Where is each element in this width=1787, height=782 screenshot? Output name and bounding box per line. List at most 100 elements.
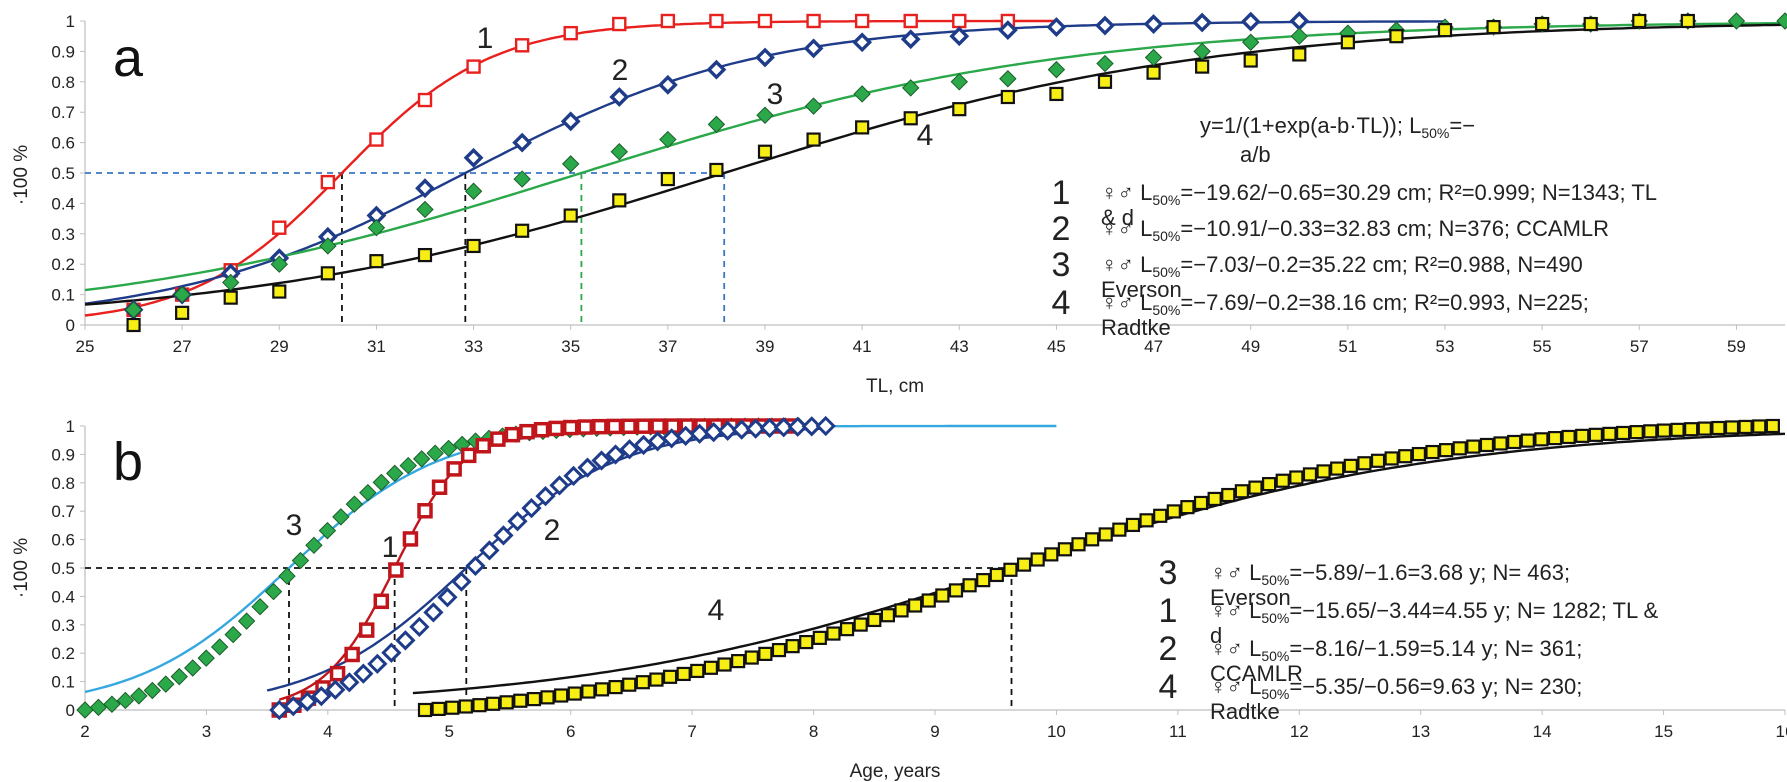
legend-number-2: 2 <box>1159 630 1178 668</box>
legend-text: =−7.69/−0.2=38.16 cm; R²=0.993, N=225; <box>1180 290 1589 315</box>
data-point <box>372 473 390 492</box>
data-point <box>1049 86 1064 102</box>
data-point <box>659 130 677 149</box>
data-point <box>533 421 550 438</box>
data-point <box>519 423 535 440</box>
data-point <box>1125 517 1141 533</box>
data-point <box>485 696 501 711</box>
data-point <box>1139 513 1154 528</box>
y-tick-label: 0.4 <box>51 194 75 213</box>
data-point <box>799 634 814 650</box>
data-point <box>854 13 870 29</box>
legend-wrap-2: CCAMLR <box>1210 661 1303 686</box>
data-point <box>251 597 269 616</box>
y-tick-label: 0.6 <box>51 134 75 153</box>
data-point <box>157 675 175 693</box>
data-point <box>278 567 296 585</box>
y-tick-label: 0.1 <box>51 286 75 305</box>
data-point <box>1697 421 1712 436</box>
x-tick-label: 13 <box>1411 722 1430 741</box>
y-tick-label: 0.6 <box>51 531 75 550</box>
legend-entry-1: ♀♂ L50%=−15.65/−3.44=4.55 y; N= 1282; TL… <box>1210 598 1659 626</box>
x-tick-label: 41 <box>853 337 872 356</box>
data-point <box>1370 453 1386 468</box>
data-point <box>706 59 727 80</box>
data-point <box>880 608 896 623</box>
data-point <box>560 111 581 132</box>
data-point <box>757 144 773 159</box>
data-point <box>359 483 377 502</box>
data-point <box>283 696 304 717</box>
data-point <box>1044 547 1059 562</box>
legend-subscript: 50% <box>1152 228 1180 244</box>
legend-text: =−5.89/−1.6=3.68 y; N= 463; <box>1289 560 1570 585</box>
data-point <box>608 679 623 695</box>
x-tick-label: 51 <box>1338 337 1357 356</box>
y-tick-label: 0.9 <box>51 445 75 464</box>
legend-subscript: 50% <box>1152 264 1180 280</box>
data-point <box>803 38 824 59</box>
data-point <box>1302 467 1318 482</box>
legend-text: ♀♂ L <box>1101 290 1152 315</box>
data-point <box>332 508 350 526</box>
legend-entry-1: ♀♂ L50%=−19.62/−0.65=30.29 cm; R²=0.999;… <box>1101 180 1657 208</box>
data-point <box>1275 473 1290 488</box>
data-point <box>717 657 732 672</box>
data-point <box>439 439 458 458</box>
data-point <box>1143 14 1164 34</box>
data-point <box>1411 446 1426 462</box>
x-tick-label: 49 <box>1241 337 1260 356</box>
x-tick-label: 43 <box>950 337 969 356</box>
data-point <box>318 521 337 540</box>
data-point <box>521 498 542 519</box>
data-point <box>1262 477 1277 492</box>
data-point <box>1486 19 1501 35</box>
x-tick-label: 4 <box>323 722 332 741</box>
data-point <box>466 238 481 254</box>
data-point <box>1520 433 1535 448</box>
data-point <box>577 419 594 435</box>
x-tick-label: 33 <box>464 337 483 356</box>
data-point <box>116 691 135 710</box>
data-point <box>563 25 578 41</box>
legend-wrap-4: Radtke <box>1210 699 1280 724</box>
data-point <box>1098 527 1113 542</box>
data-point <box>210 638 229 656</box>
data-point <box>804 97 823 115</box>
data-point <box>773 417 794 438</box>
data-point <box>1615 425 1631 441</box>
data-point <box>175 305 190 320</box>
data-point <box>305 536 323 555</box>
data-point <box>703 660 719 675</box>
data-point <box>367 653 388 674</box>
data-point <box>1047 60 1066 79</box>
data-point <box>1535 16 1550 32</box>
data-point <box>395 630 416 651</box>
data-point <box>759 417 780 438</box>
data-point <box>562 155 580 173</box>
legend-wrap-3: Everson <box>1210 585 1291 610</box>
data-point <box>612 16 627 32</box>
x-tick-label: 16 <box>1776 722 1787 741</box>
data-point <box>89 698 108 717</box>
data-point <box>1656 423 1672 438</box>
data-point <box>369 254 384 269</box>
data-point <box>1575 428 1590 443</box>
data-point <box>130 687 148 705</box>
data-point <box>344 646 360 663</box>
data-point <box>463 147 484 168</box>
data-point <box>388 562 404 578</box>
data-point <box>662 669 678 684</box>
data-point <box>1097 74 1113 89</box>
y-tick-label: 0.3 <box>51 225 75 244</box>
data-point <box>381 642 402 663</box>
legend-subscript: 50% <box>1261 686 1289 702</box>
legend-text: =−5.35/−0.56=9.63 y; N= 230; <box>1289 674 1582 699</box>
x-tick-label: 31 <box>367 337 386 356</box>
data-point <box>311 686 332 707</box>
data-point <box>591 450 612 471</box>
data-point <box>1466 439 1481 454</box>
data-point <box>126 317 141 333</box>
curve-label-1: 1 <box>382 531 399 564</box>
data-point <box>908 598 923 613</box>
